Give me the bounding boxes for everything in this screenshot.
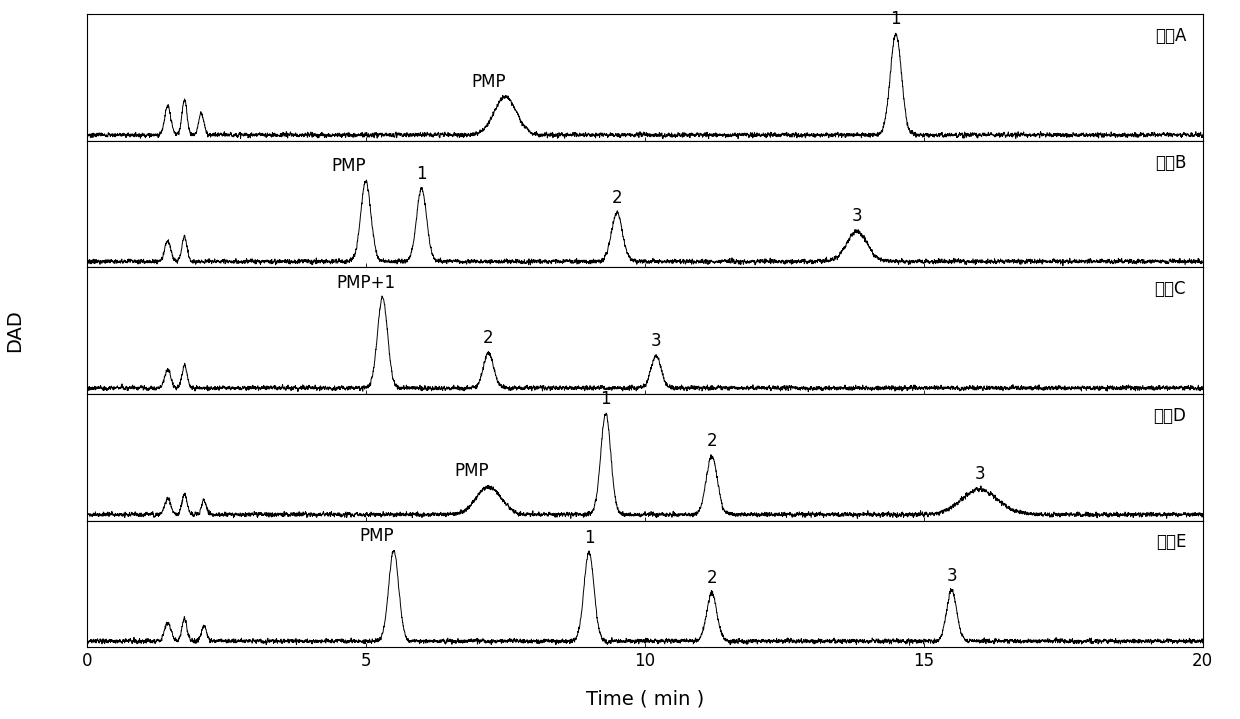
Text: 1: 1	[890, 11, 901, 29]
Text: 2: 2	[611, 189, 622, 207]
Text: 3: 3	[651, 332, 661, 350]
Text: 2: 2	[707, 569, 717, 587]
Text: 3: 3	[975, 465, 985, 483]
Text: 1: 1	[600, 390, 611, 408]
Text: PMP: PMP	[455, 462, 489, 480]
Text: 2: 2	[707, 432, 717, 450]
Text: PMP: PMP	[471, 73, 506, 91]
Text: PMP: PMP	[332, 157, 366, 175]
Text: 3: 3	[852, 207, 862, 225]
Text: PMP: PMP	[360, 526, 394, 545]
Text: 梯度B: 梯度B	[1154, 154, 1185, 172]
Text: Time ( min ): Time ( min )	[585, 690, 704, 708]
Text: 梯度D: 梯度D	[1153, 407, 1185, 425]
Text: 3: 3	[946, 567, 957, 585]
Text: 1: 1	[417, 165, 427, 183]
Text: 梯度A: 梯度A	[1154, 27, 1185, 45]
Text: 2: 2	[484, 329, 494, 347]
Text: PMP+1: PMP+1	[336, 273, 396, 292]
Text: DAD: DAD	[5, 309, 25, 352]
Text: 梯度E: 梯度E	[1156, 533, 1185, 551]
Text: 1: 1	[584, 528, 594, 546]
Text: 梯度C: 梯度C	[1154, 280, 1185, 298]
